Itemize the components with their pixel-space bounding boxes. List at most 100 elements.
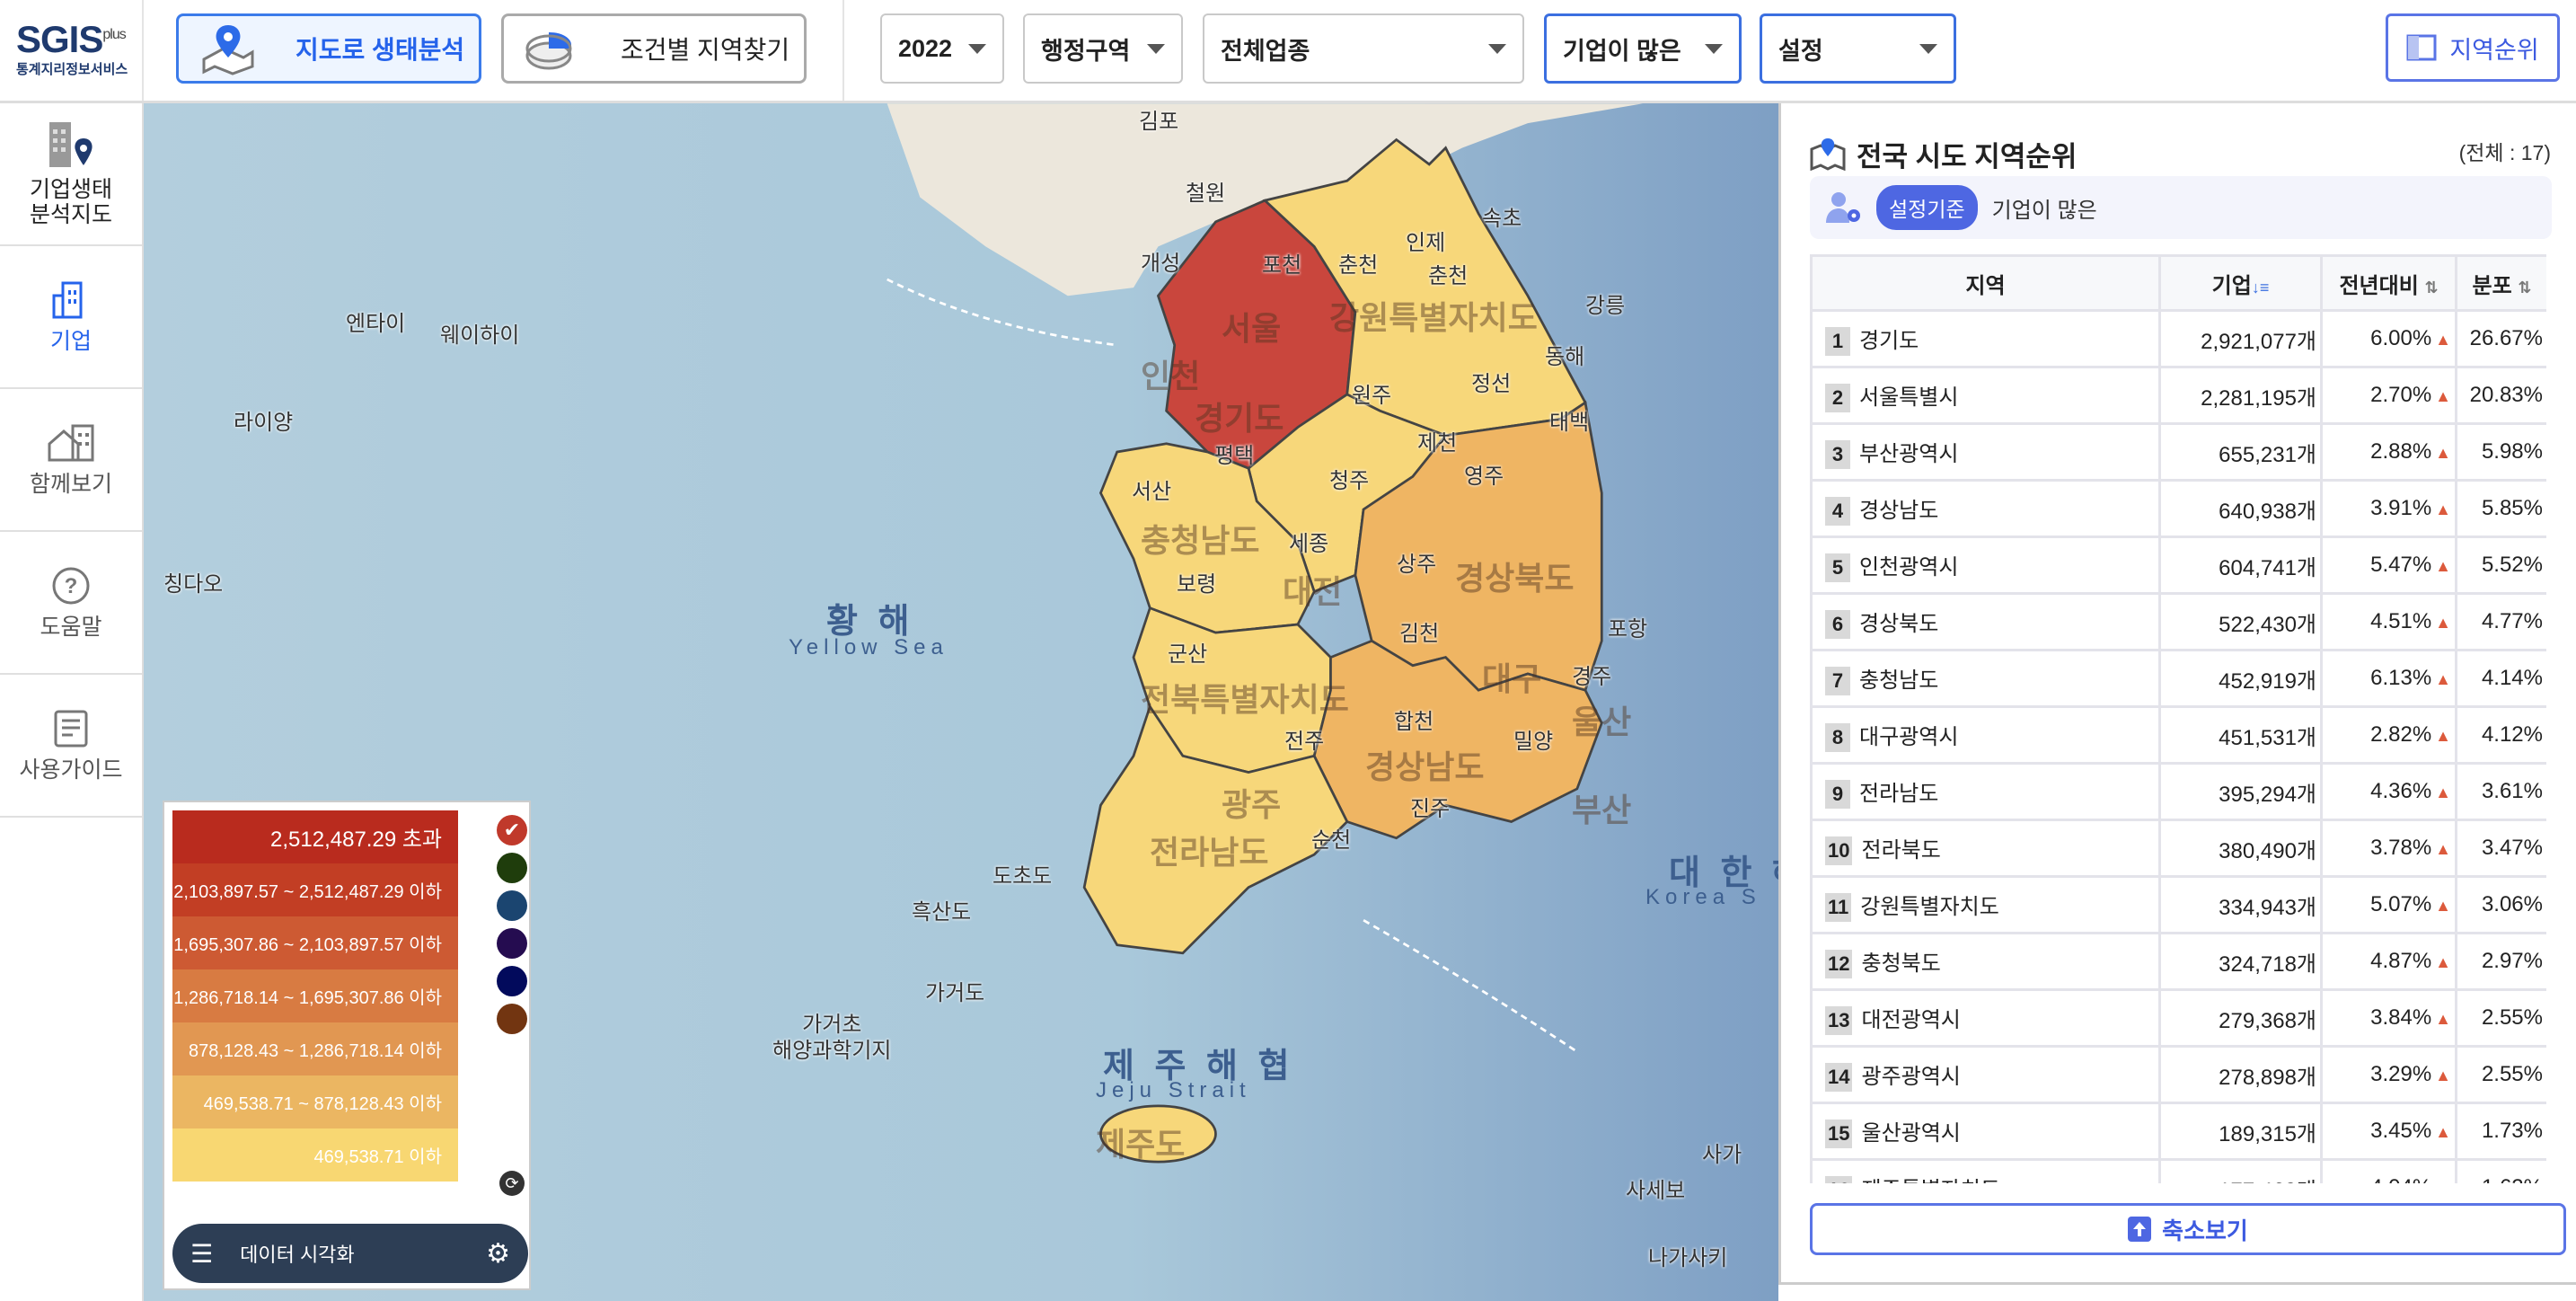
company-count: 279,368개 xyxy=(2158,988,2323,1048)
palette-swatch[interactable] xyxy=(497,1004,527,1034)
table-row[interactable]: 15 울산광역시 189,315개 3.45% ▲ 1.73% xyxy=(1810,1102,2546,1161)
rank-table: 지역 기업↓≡ 전년대비 ⇅ 분포 ⇅ 1 경기도 2,921,077개 6.00… xyxy=(1810,254,2546,1183)
map-label: 인제 xyxy=(1406,231,1446,255)
palette-swatch[interactable]: ✔ xyxy=(497,815,527,845)
sidebar-item-label: 사용가이드 xyxy=(19,757,123,783)
region-cell: 16 제주특별자치도 xyxy=(1810,1158,2161,1183)
table-row[interactable]: 6 경상북도 522,430개 4.51% ▲ 4.77% xyxy=(1810,592,2546,651)
company-count: 395,294개 xyxy=(2158,762,2323,821)
table-row[interactable]: 14 광주광역시 278,898개 3.29% ▲ 2.55% xyxy=(1810,1045,2546,1104)
year-select[interactable]: 2022 xyxy=(880,13,1004,84)
palette-swatch[interactable] xyxy=(497,928,527,959)
yoy-value: 3.45% xyxy=(2370,1119,2432,1143)
arrow-up-icon: ▲ xyxy=(2435,331,2451,349)
map-label: 제주도 xyxy=(1096,1126,1186,1163)
rank-badge: 2 xyxy=(1825,383,1850,412)
table-row[interactable]: 1 경기도 2,921,077개 6.00% ▲ 26.67% xyxy=(1810,309,2546,368)
region-cell: 14 광주광역시 xyxy=(1810,1045,2161,1104)
region-cell: 2 서울특별시 xyxy=(1810,366,2161,425)
col-yoy-sort[interactable]: 전년대비 ⇅ xyxy=(2320,254,2457,312)
region-name: 경상북도 xyxy=(1859,611,1939,636)
admin-select[interactable]: 행정구역 xyxy=(1023,13,1183,84)
map-label: Jeju Strait xyxy=(1096,1078,1251,1102)
arrow-up-icon: ▲ xyxy=(2435,1123,2451,1141)
col-share-sort[interactable]: 분포 ⇅ xyxy=(2455,254,2546,312)
building-icon xyxy=(52,281,83,319)
region-name: 경상남도 xyxy=(1859,498,1939,523)
sidebar-item-company[interactable]: 기업 xyxy=(0,246,142,389)
table-row[interactable]: 7 충청남도 452,919개 6.13% ▲ 4.14% xyxy=(1810,649,2546,708)
legend-class: 469,538.71 이하 xyxy=(172,1128,458,1182)
gear-icon[interactable]: ⚙ xyxy=(486,1238,510,1269)
chevron-down-icon xyxy=(1147,43,1165,54)
yoy-cell: 2.82% ▲ xyxy=(2320,705,2457,765)
palette-swatch[interactable] xyxy=(497,853,527,883)
region-rank-button[interactable]: 지역순위 xyxy=(2386,13,2560,82)
sidebar-item-view-together[interactable]: 함께보기 xyxy=(0,389,142,532)
table-row[interactable]: 3 부산광역시 655,231개 2.88% ▲ 5.98% xyxy=(1810,422,2546,482)
table-row[interactable]: 11 강원특별자치도 334,943개 5.07% ▲ 3.06% xyxy=(1810,875,2546,934)
table-row[interactable]: 5 인천광역시 604,741개 5.47% ▲ 5.52% xyxy=(1810,535,2546,595)
table-row[interactable]: 4 경상남도 640,938개 3.91% ▲ 5.85% xyxy=(1810,479,2546,538)
palette-swatch[interactable] xyxy=(497,890,527,921)
company-count: 522,430개 xyxy=(2158,592,2323,651)
company-count: 655,231개 xyxy=(2158,422,2323,482)
criteria-select[interactable]: 기업이 많은 xyxy=(1544,13,1742,84)
yoy-cell: 4.36% ▲ xyxy=(2320,762,2457,821)
sort-icon: ⇅ xyxy=(2518,278,2532,296)
share-value: 2.55% xyxy=(2455,1045,2546,1104)
choropleth-map[interactable]: 황 해 Yellow Sea 제 주 해 협 Jeju Strait 대 한 해… xyxy=(144,103,1778,1301)
select-value: 행정구역 xyxy=(1041,37,1131,65)
rank-badge: 6 xyxy=(1825,609,1850,639)
map-label: 진주 xyxy=(1410,797,1451,821)
arrow-up-icon: ▲ xyxy=(2435,500,2451,518)
yoy-cell: 4.04% ▲ xyxy=(2320,1158,2457,1183)
rank-badge: 16 xyxy=(1825,1175,1853,1183)
region-cell: 7 충청남도 xyxy=(1810,649,2161,708)
chevron-down-icon xyxy=(1488,43,1506,54)
data-viz-label: 데이터 시각화 xyxy=(240,1243,355,1266)
sidebar-item-help[interactable]: ? 도움말 xyxy=(0,532,142,675)
yoy-cell: 3.78% ▲ xyxy=(2320,819,2457,878)
map-label: 포천 xyxy=(1262,253,1302,278)
map-label: 대전 xyxy=(1283,573,1343,610)
sgis-logo[interactable]: SGISplus 통계지리정보서비스 xyxy=(16,18,133,78)
region-name: 인천광역시 xyxy=(1859,554,1959,580)
table-row[interactable]: 2 서울특별시 2,281,195개 2.70% ▲ 20.83% xyxy=(1810,366,2546,425)
select-value: 전체업종 xyxy=(1221,37,1310,65)
map-label: 대 한 해 xyxy=(1669,854,1778,892)
table-row[interactable]: 8 대구광역시 451,531개 2.82% ▲ 4.12% xyxy=(1810,705,2546,765)
yoy-value: 2.82% xyxy=(2370,722,2432,747)
refresh-icon[interactable]: ⟳ xyxy=(499,1171,525,1196)
sidebar-item-ecosystem-map[interactable]: 기업생태 분석지도 xyxy=(0,103,142,246)
arrow-up-icon: ▲ xyxy=(2435,840,2451,858)
yoy-cell: 5.47% ▲ xyxy=(2320,535,2457,595)
yoy-value: 2.70% xyxy=(2370,383,2432,407)
rank-badge: 10 xyxy=(1825,836,1853,865)
col-company-sort[interactable]: 기업↓≡ xyxy=(2158,254,2323,312)
data-visualization-button[interactable]: ☰ 데이터 시각화 ⚙ xyxy=(172,1224,528,1283)
tab-condition-search[interactable]: 조건별 지역찾기 xyxy=(501,13,807,84)
table-row[interactable]: 10 전라북도 380,490개 3.78% ▲ 3.47% xyxy=(1810,819,2546,878)
table-row[interactable]: 12 충청북도 324,718개 4.87% ▲ 2.97% xyxy=(1810,932,2546,991)
tab-map-analysis[interactable]: 지도로 생태분석 xyxy=(176,13,481,84)
divider xyxy=(142,0,144,101)
sidebar-item-label: 기업생태 분석지도 xyxy=(29,177,112,227)
sidebar-item-label: 도움말 xyxy=(40,614,102,640)
sidebar-item-guide[interactable]: 사용가이드 xyxy=(0,675,142,818)
table-row[interactable]: 9 전라남도 395,294개 4.36% ▲ 3.61% xyxy=(1810,762,2546,821)
share-value: 3.47% xyxy=(2455,819,2546,878)
industry-select[interactable]: 전체업종 xyxy=(1203,13,1524,84)
map-label: 가거초 해양과학기지 xyxy=(772,1013,892,1063)
pie-chart-icon xyxy=(525,31,572,70)
table-row[interactable]: 13 대전광역시 279,368개 3.84% ▲ 2.55% xyxy=(1810,988,2546,1048)
rank-table-scroll[interactable]: 지역 기업↓≡ 전년대비 ⇅ 분포 ⇅ 1 경기도 2,921,077개 6.00… xyxy=(1810,254,2546,1183)
palette-swatch[interactable] xyxy=(497,966,527,996)
rank-badge: 15 xyxy=(1825,1119,1853,1148)
table-row[interactable]: 16 제주특별자치도 177,469개 4.04% ▲ 1.62% xyxy=(1810,1158,2546,1183)
share-value: 3.61% xyxy=(2455,762,2546,821)
shrink-view-button[interactable]: 축소보기 xyxy=(1810,1203,2566,1255)
map-label: 속초 xyxy=(1482,207,1522,231)
setting-select[interactable]: 설정 xyxy=(1760,13,1956,84)
region-name: 충청북도 xyxy=(1861,951,1941,976)
